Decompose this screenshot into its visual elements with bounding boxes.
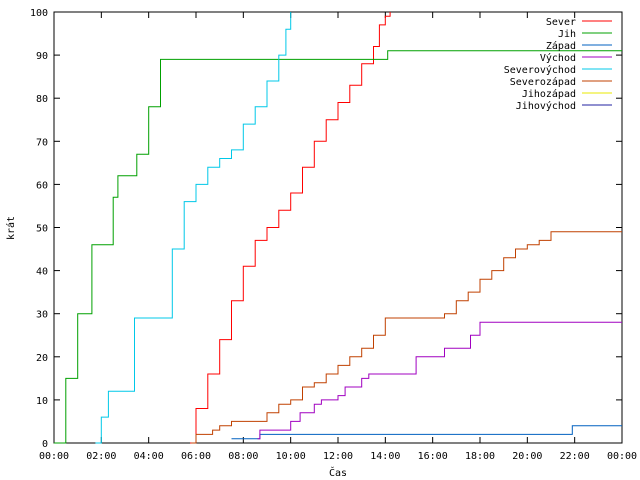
y-tick-label: 90 <box>36 51 48 62</box>
y-tick-label: 20 <box>36 353 48 364</box>
series-line-0 <box>190 12 391 444</box>
legend-label: Severovýchod <box>504 64 576 76</box>
y-tick-label: 70 <box>36 137 48 148</box>
x-tick-label: 08:00 <box>228 451 258 462</box>
legend-label: Jihozápad <box>522 88 576 100</box>
y-tick-label: 30 <box>36 310 48 321</box>
legend-label: Jihovýchod <box>516 100 576 112</box>
series-line-5 <box>191 231 622 444</box>
x-tick-label: 00:00 <box>607 451 637 462</box>
legend-label: Severozápad <box>510 76 576 88</box>
x-tick-label: 14:00 <box>370 451 400 462</box>
y-tick-label: 0 <box>42 439 48 450</box>
legend-label: Západ <box>546 40 576 52</box>
x-tick-label: 06:00 <box>181 451 211 462</box>
legend-label: Sever <box>546 17 576 28</box>
series-line-1 <box>54 50 622 444</box>
x-tick-label: 04:00 <box>134 451 164 462</box>
axis-ticks: 0 10 20 30 40 50 60 70 80 90 100 00:00 02:00 04:00 06:… <box>30 8 637 462</box>
x-tick-label: 12:00 <box>323 451 353 462</box>
y-tick-label: 60 <box>36 180 48 191</box>
x-tick-label: 02:00 <box>86 451 116 462</box>
x-tick-label: 16:00 <box>418 451 448 462</box>
x-tick-label: 20:00 <box>512 451 542 462</box>
y-tick-label: 80 <box>36 94 48 105</box>
y-tick-label: 40 <box>36 267 48 278</box>
x-tick-label: 00:00 <box>39 451 69 462</box>
legend-label: Jih <box>558 29 576 40</box>
series-lines <box>54 12 622 444</box>
y-tick-label: 100 <box>30 8 48 19</box>
legend: SeverJihZápadVýchodSeverovýchodSeverozáp… <box>504 17 612 112</box>
series-line-2 <box>231 425 622 440</box>
y-tick-label: 10 <box>36 396 48 407</box>
series-line-4 <box>95 12 292 444</box>
x-axis-title: Čas <box>329 466 347 479</box>
x-tick-label: 22:00 <box>560 451 590 462</box>
series-line-3 <box>257 321 622 440</box>
x-tick-label: 18:00 <box>465 451 495 462</box>
legend-label: Východ <box>540 52 576 64</box>
y-tick-label: 50 <box>36 224 48 235</box>
y-axis-title: krát <box>5 216 17 240</box>
x-tick-label: 10:00 <box>276 451 306 462</box>
